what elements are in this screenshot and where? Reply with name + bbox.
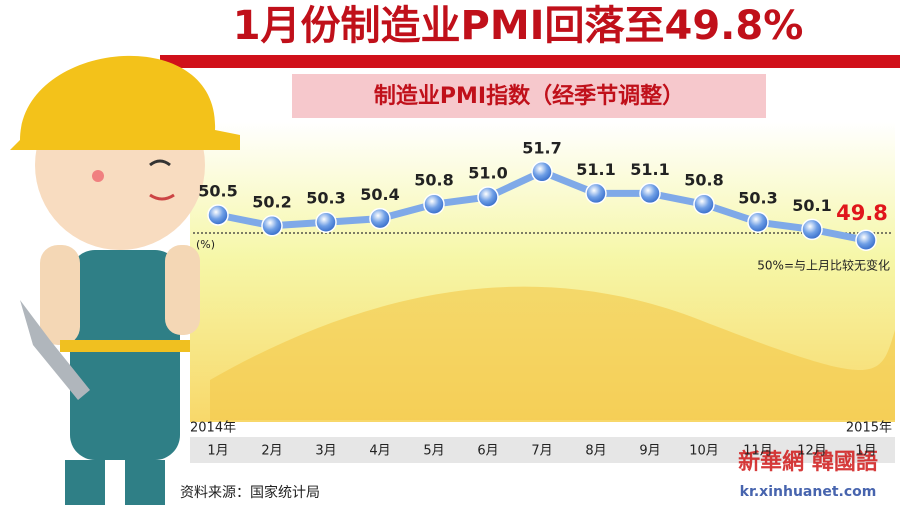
data-label: 49.8	[836, 201, 888, 225]
worker-illustration	[10, 55, 240, 505]
reference-unit: (%)	[196, 238, 215, 251]
watermark: 新華網 韓國語	[738, 449, 878, 475]
data-label: 50.1	[792, 196, 831, 215]
x-tick-label: 10月	[689, 444, 719, 459]
watermark-url: kr.xinhuanet.com	[740, 484, 877, 500]
data-point	[639, 182, 661, 205]
x-tick-label: 8月	[585, 444, 606, 459]
x-tick-label: 7月	[531, 444, 552, 459]
x-tick-label: 11月	[743, 444, 773, 459]
x-tick-label: 4月	[369, 444, 390, 459]
data-point	[693, 193, 715, 215]
data-point	[747, 211, 769, 233]
source: 资料来源：国家统计局	[180, 484, 320, 501]
data-point	[369, 207, 391, 230]
data-label: 51.0	[468, 164, 507, 183]
chart-title: 1月份制造业PMI回落至49.8%	[233, 3, 804, 49]
x-tick-label: 5月	[423, 444, 444, 459]
data-point	[585, 182, 607, 205]
data-label: 50.3	[306, 189, 345, 208]
x-tick-label: 12月	[797, 444, 827, 459]
x-tick-label: 3月	[315, 444, 336, 459]
data-label: 50.4	[360, 185, 399, 204]
data-point	[423, 193, 445, 215]
data-point	[801, 218, 823, 241]
data-point	[477, 186, 499, 208]
x-tick-label: 9月	[639, 444, 660, 459]
x-tick-label: 6月	[477, 444, 498, 459]
data-label: 51.1	[630, 160, 669, 179]
data-point	[207, 204, 229, 226]
data-label: 50.8	[414, 171, 453, 190]
data-label: 50.8	[684, 171, 723, 190]
data-label: 51.7	[522, 138, 561, 157]
subtitle-box	[292, 74, 766, 118]
x-tick-label: 1月	[207, 444, 228, 459]
data-point	[531, 161, 553, 183]
data-point	[315, 211, 337, 233]
chart-subtitle: 制造业PMI指数（经季节调整）	[374, 83, 684, 109]
x-tick-label: 1月	[855, 444, 876, 459]
data-label: 51.1	[576, 160, 615, 179]
end-year: 2015年	[846, 421, 892, 436]
data-point	[855, 229, 877, 251]
data-label: 50.2	[252, 192, 291, 211]
x-tick-label: 2月	[261, 444, 282, 459]
data-label: 50.3	[738, 189, 777, 208]
decor-wave	[210, 286, 895, 420]
category-band	[190, 437, 895, 463]
data-label: 50.5	[198, 182, 237, 201]
top-bar	[160, 55, 900, 68]
data-point	[261, 215, 283, 237]
start-year: 2014年	[190, 421, 236, 436]
reference-note: 50%=与上月比较无变化	[757, 258, 890, 273]
